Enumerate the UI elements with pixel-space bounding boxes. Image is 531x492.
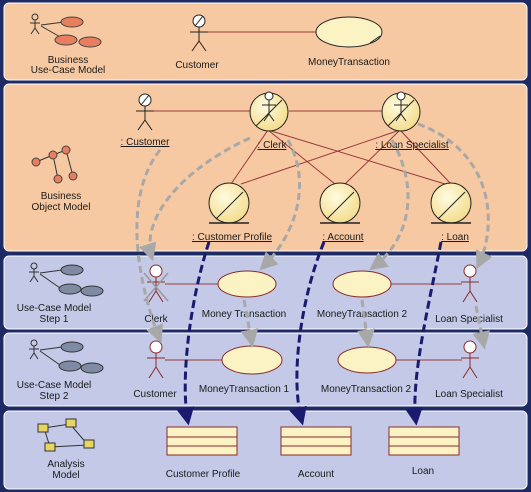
trace-account-to-class [289, 241, 326, 426]
actor-loan-specialist-step2-label: Loan Specialist [435, 389, 503, 400]
business-entity-loan [430, 182, 472, 224]
business-worker-clerk-label: : Clerk [258, 140, 288, 151]
trace-customer-to-customer-actor [135, 149, 164, 344]
analysis-model-icon [37, 418, 95, 452]
business-use-case-model-icon [30, 13, 102, 48]
actor-loan-specialist-step1-label: Loan Specialist [435, 314, 503, 325]
trace-clerk-to-clerk-actor [139, 136, 251, 262]
band-label-business-use-case-line1: Business [48, 55, 89, 66]
business-worker-clerk [249, 91, 289, 132]
business-actor-customer [190, 14, 208, 52]
business-worker-customer [136, 93, 154, 131]
band-label-business-object-line2: Object Model [32, 202, 91, 213]
business-worker-customer-label: : Customer [121, 137, 171, 148]
business-use-case-moneytransaction [315, 16, 383, 48]
trace-customer-profile-to-class [176, 241, 211, 426]
band-label-analysis-line1: Analysis [47, 459, 84, 470]
use-case-moneytransaction-1-label: MoneyTransaction 1 [199, 384, 290, 395]
business-object-model-icon [31, 145, 78, 184]
use-case-moneytransaction-2-step2 [337, 346, 397, 374]
actor-customer-step2 [147, 340, 165, 379]
trace-loan-specialist-actor-step [472, 305, 491, 350]
band-label-step2-line2: Step 2 [40, 391, 69, 402]
actor-customer-step2-label: Customer [133, 389, 177, 400]
use-case-moneytransaction-2-step1-label: MoneyTransaction 2 [317, 309, 408, 320]
trace-money-transaction-to-moneytransaction-1 [240, 299, 259, 348]
business-entity-account [319, 182, 361, 224]
analysis-class-customer-profile-label: Customer Profile [166, 469, 241, 480]
band-label-business-object-line1: Business [41, 191, 82, 202]
trace-loan-to-class [405, 241, 443, 426]
business-entity-loan-label: : Loan [441, 232, 469, 243]
business-entity-customer-profile [208, 182, 250, 224]
business-actor-label: Customer [175, 60, 219, 71]
business-entity-account-label: : Account [322, 232, 363, 243]
analysis-class-loan-label: Loan [412, 466, 434, 477]
band-label-business-use-case-line2: Use-Case Model [31, 65, 105, 76]
use-case-moneytransaction-2-step2-label: MoneyTransaction 2 [321, 384, 412, 395]
analysis-class-loan [388, 426, 460, 456]
band-label-analysis-line2: Model [52, 470, 79, 481]
trace-moneytransaction-2-to-moneytransaction-2 [357, 299, 375, 348]
band-label-step1-line2: Step 1 [40, 314, 69, 325]
business-use-case-label: MoneyTransaction [308, 57, 390, 68]
actor-clerk-step1 [143, 264, 169, 303]
band-label-step2-line1: Use-Case Model [17, 380, 91, 391]
trace-loan-specialist-to-loan-specialist-actor [417, 122, 493, 270]
business-entity-customer-profile-label: : Customer Profile [192, 232, 272, 243]
band-label-step1-line1: Use-Case Model [17, 303, 91, 314]
business-worker-loan-specialist [381, 91, 421, 132]
analysis-class-account-label: Account [298, 469, 334, 480]
analysis-class-account [280, 426, 352, 456]
use-case-model-step2-icon [29, 339, 104, 374]
business-worker-loan-specialist-label: : Loan Specialist [375, 140, 449, 151]
trace-arrows-dark [176, 241, 443, 426]
use-case-model-step1-icon [29, 262, 104, 297]
trace-loan-specialist-to-moneytransaction-2 [369, 139, 410, 271]
band-business-use-case-model [3, 2, 528, 81]
actor-clerk-step1-label: Clerk [144, 314, 168, 325]
analysis-class-customer-profile [166, 426, 238, 456]
trace-clerk-to-money-transaction [259, 139, 301, 271]
business-object-associations [154, 110, 452, 185]
trace-arrows-gray [135, 122, 493, 350]
use-case-money-transaction-label: Money Transaction [202, 309, 287, 320]
use-case-moneytransaction-2-step1 [332, 270, 392, 298]
actor-loan-specialist-step2 [461, 340, 479, 379]
use-case-money-transaction [217, 270, 277, 298]
use-case-moneytransaction-1 [221, 345, 283, 375]
actor-loan-specialist-step1 [461, 264, 479, 303]
